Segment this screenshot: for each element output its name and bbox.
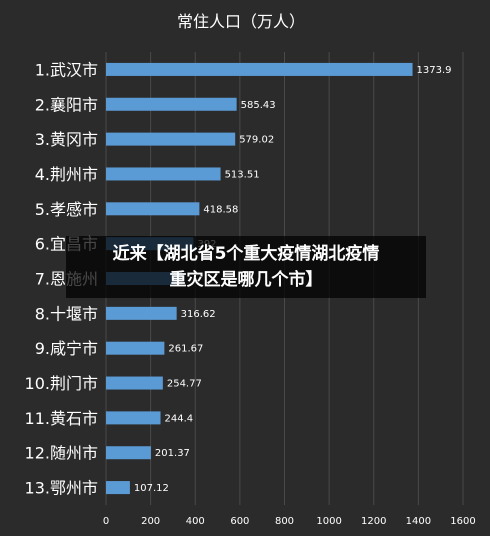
watermark-overlay: 近来【湖北省5个重大疫情湖北疫情 重灾区是哪几个市】 (66, 236, 426, 298)
value-label: 585.43 (241, 100, 276, 111)
x-tick-label: 1400 (406, 516, 431, 527)
x-axis-ticks: 0 200 400 600 800 1000 1200 1400 1600 (103, 516, 476, 527)
overlay-line-1: 近来【湖北省5个重大疫情湖北疫情 (112, 244, 380, 264)
x-tick-label: 1200 (361, 516, 386, 527)
x-tick-label: 1000 (316, 516, 341, 527)
overlay-text: 近来【湖北省5个重大疫情湖北疫情 重灾区是哪几个市】 (81, 241, 411, 293)
bar (106, 446, 151, 460)
category-label: 2.襄阳市 (35, 95, 98, 114)
value-label: 244.4 (165, 413, 194, 424)
x-tick-label: 800 (275, 516, 294, 527)
value-label: 261.67 (168, 344, 203, 355)
category-label: 4.荆州市 (35, 165, 98, 184)
value-label: 316.62 (181, 309, 216, 320)
bar (106, 167, 221, 181)
value-label: 201.37 (155, 448, 190, 459)
bar (106, 132, 236, 146)
bar (106, 62, 413, 76)
x-tick-label: 1600 (450, 516, 475, 527)
bar (106, 306, 177, 320)
bar (106, 481, 130, 495)
value-label: 579.02 (239, 135, 274, 146)
category-label: 1.武汉市 (35, 60, 98, 79)
category-label: 8.十堰市 (35, 304, 98, 323)
x-tick-label: 600 (230, 516, 249, 527)
category-label: 12.随州市 (25, 444, 98, 463)
x-tick-label: 200 (141, 516, 160, 527)
category-label: 5.孝感市 (35, 200, 98, 219)
bar (106, 202, 200, 216)
bar (106, 411, 161, 425)
value-label: 513.51 (225, 169, 260, 180)
bar (106, 97, 237, 111)
value-label: 1373.9 (417, 65, 452, 76)
category-label: 9.咸宁市 (35, 339, 98, 358)
x-tick-label: 400 (186, 516, 205, 527)
category-label: 10.荆门市 (25, 374, 98, 393)
bar (106, 376, 163, 390)
value-label: 418.58 (203, 204, 238, 215)
category-label: 3.黄冈市 (35, 130, 98, 149)
value-label: 107.12 (134, 483, 169, 494)
overlay-line-2: 重灾区是哪几个市】 (169, 270, 323, 290)
chart-title: 常住人口（万人） (177, 12, 305, 31)
value-label: 254.77 (167, 379, 202, 390)
category-label: 11.黄石市 (25, 409, 98, 428)
category-label: 13.鄂州市 (25, 479, 98, 498)
x-tick-label: 0 (103, 516, 109, 527)
value-labels: 1373.9585.43579.02513.51418.58392316.622… (134, 65, 452, 494)
bar (106, 341, 165, 355)
